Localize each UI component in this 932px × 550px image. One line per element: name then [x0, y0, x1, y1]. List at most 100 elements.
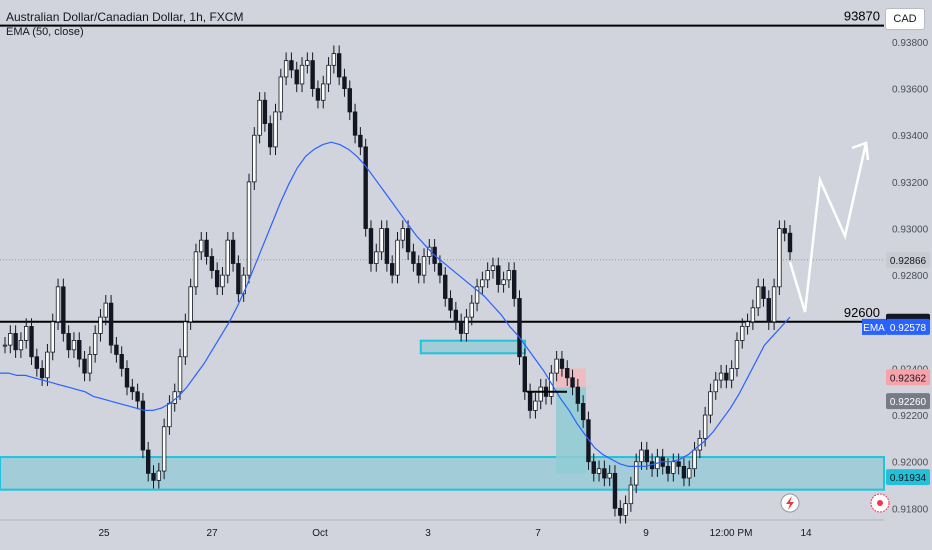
candle-body: [29, 326, 34, 358]
candle-body: [352, 111, 358, 136]
candle-body: [607, 472, 612, 479]
price-badge-bg: [886, 469, 930, 486]
candle-body: [50, 321, 55, 353]
candle-body: [490, 265, 496, 271]
chart-header: Australian Dollar/Canadian Dollar, 1h, F…: [6, 10, 243, 38]
candle-body: [639, 449, 644, 463]
candle-body: [602, 468, 607, 479]
candle-body: [633, 461, 639, 486]
candle-body: [702, 414, 708, 439]
candle-body: [262, 99, 268, 124]
y-tick-label: 0.93800: [892, 38, 929, 49]
ema-line[interactable]: [0, 141, 791, 467]
small-zone[interactable]: [419, 339, 527, 355]
indicator-legend[interactable]: EMA (50, close): [6, 26, 84, 38]
ema-tag-label: EMA: [863, 323, 885, 334]
candle-body: [618, 507, 623, 516]
candle-body: [130, 386, 135, 393]
symbol-title: Australian Dollar/Canadian Dollar, 1h, F…: [6, 10, 244, 24]
candle-body: [421, 256, 427, 276]
candle-body: [358, 134, 363, 148]
candle-body: [214, 270, 220, 288]
candle-body: [665, 465, 671, 474]
candle-body: [729, 368, 734, 381]
candle-body: [411, 251, 416, 264]
candle-body: [501, 279, 506, 285]
candle-body: [787, 232, 793, 253]
candle-body: [713, 379, 718, 393]
candle-body: [305, 60, 310, 66]
candle-body: [527, 391, 533, 411]
candle-body: [596, 468, 602, 474]
currency-button[interactable]: CAD: [885, 8, 925, 30]
candle-body: [45, 351, 50, 379]
candle-body: [782, 228, 787, 234]
x-tick-label: 3: [425, 528, 431, 539]
candle-body: [766, 298, 771, 323]
candle-body: [124, 368, 130, 388]
candle-body: [740, 326, 745, 341]
candle-body: [13, 333, 18, 351]
candle-body: [586, 419, 591, 463]
candle-body: [273, 111, 278, 148]
projection-arrowhead: [851, 141, 870, 161]
candle-body: [225, 239, 230, 276]
candle-body: [172, 391, 177, 404]
x-tick-label: 7: [535, 528, 541, 539]
candle-body: [671, 461, 676, 474]
candle-body: [517, 298, 522, 358]
candle-body: [575, 386, 581, 404]
take-profit-box[interactable]: [556, 387, 586, 474]
candle-body: [734, 340, 740, 369]
candle-body: [336, 53, 342, 78]
candle-body: [496, 265, 501, 285]
candle-body: [480, 279, 485, 288]
candle-body: [379, 228, 384, 253]
candle-body: [257, 99, 262, 136]
y-tick-label: 0.93000: [892, 225, 929, 236]
candle-body: [34, 356, 40, 369]
candle-body: [108, 302, 114, 346]
price-badge-bg: [886, 318, 930, 335]
level-label-93870: 93870: [844, 9, 880, 24]
price-badge-bg: [886, 393, 930, 410]
candle-body: [230, 239, 236, 264]
candle-body: [278, 76, 284, 113]
candle-body: [283, 60, 289, 78]
candle-body: [538, 386, 543, 402]
candle-body: [347, 88, 352, 113]
candle-body: [331, 53, 337, 66]
price-axis[interactable]: [884, 0, 932, 550]
candle-body: [61, 286, 66, 334]
candle-body: [268, 123, 273, 148]
candle-body: [416, 263, 421, 276]
demand-zone-bottom[interactable]: [0, 456, 885, 491]
candle-body: [140, 400, 146, 451]
candle-body: [368, 228, 374, 264]
candle-body: [750, 307, 756, 323]
candle-body: [681, 465, 687, 479]
candle-body: [724, 372, 729, 381]
candle-body: [437, 263, 443, 276]
candle-body: [395, 239, 400, 276]
x-tick-label: 25: [98, 528, 110, 539]
candle-body: [82, 358, 87, 374]
candle-body: [464, 316, 469, 334]
candle-body: [570, 377, 575, 388]
candle-body: [114, 344, 119, 355]
y-tick-label: 0.91800: [892, 504, 929, 515]
candle-body: [623, 503, 628, 516]
candle-body: [55, 286, 61, 323]
projected-zigzag-arrow[interactable]: [788, 142, 868, 313]
candle-body: [18, 340, 24, 351]
candle-body: [87, 354, 93, 374]
candle-body: [469, 302, 474, 318]
candle-body: [156, 470, 162, 481]
candle-body: [342, 76, 347, 90]
candle-body: [199, 239, 204, 253]
candle-body: [252, 134, 257, 183]
candle-body: [591, 461, 596, 474]
candle-body: [39, 368, 45, 379]
